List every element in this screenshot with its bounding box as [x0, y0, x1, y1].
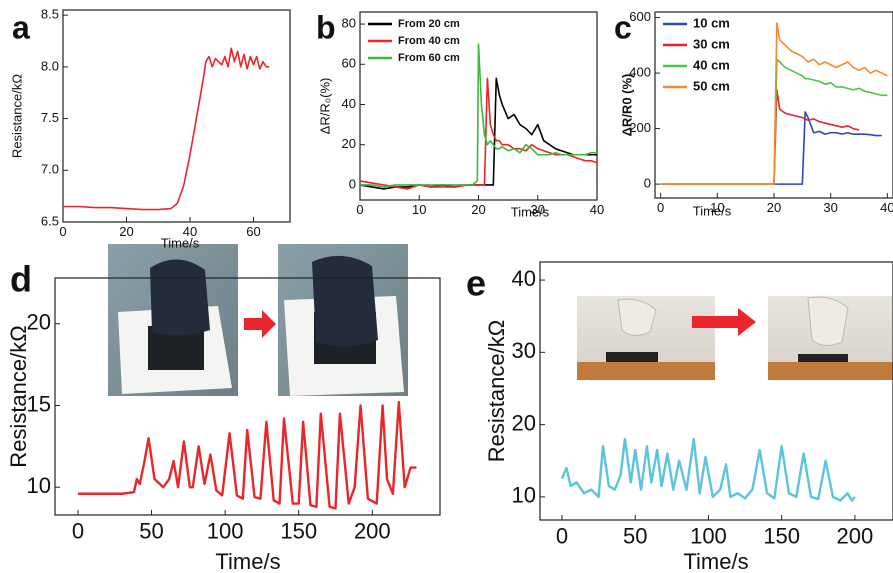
- data-line: [562, 439, 855, 500]
- legend-label: 10 cm: [693, 15, 730, 30]
- x-tick-label: 50: [623, 523, 647, 548]
- y-tick-label: 30: [512, 338, 536, 363]
- plot-frame: [63, 10, 290, 222]
- x-tick-label: 40: [880, 200, 893, 215]
- x-tick-label: 50: [139, 518, 163, 543]
- legend-label: 40 cm: [693, 57, 730, 72]
- x-tick-label: 100: [690, 523, 727, 548]
- data-line: [63, 48, 269, 209]
- x-tick-label: 20: [471, 202, 485, 217]
- y-tick-label: 10: [27, 473, 51, 498]
- photo-d1: [108, 244, 238, 396]
- legend-label: From 20 cm: [398, 18, 460, 30]
- y-tick-label: 8.5: [41, 7, 59, 22]
- data-line: [661, 112, 882, 184]
- data-line: [661, 90, 859, 184]
- photo-d2: [278, 244, 408, 396]
- legend-label: From 40 cm: [398, 35, 460, 47]
- y-tick-label: 80: [342, 16, 356, 31]
- y-tick-label: 7.0: [41, 162, 59, 177]
- arrow: [244, 310, 276, 338]
- x-axis-title: Time/s: [161, 235, 200, 250]
- y-tick-label: 0: [644, 176, 651, 191]
- y-tick-label: 20: [342, 136, 356, 151]
- x-axis-title: Time/s: [511, 204, 550, 219]
- x-axis-title: Time/s: [683, 549, 748, 573]
- legend-label: From 60 cm: [398, 52, 460, 64]
- panel-label: c: [614, 9, 632, 45]
- x-tick-label: 30: [823, 200, 837, 215]
- y-tick-label: 600: [629, 9, 651, 24]
- y-tick-label: 10: [512, 483, 536, 508]
- panel-label: d: [10, 259, 32, 300]
- data-line: [360, 44, 597, 187]
- y-axis-title: Resistance/kΩ: [9, 74, 24, 158]
- x-axis-title: Time/s: [693, 203, 732, 218]
- x-tick-label: 150: [280, 518, 317, 543]
- x-tick-label: 60: [246, 224, 260, 239]
- x-tick-label: 0: [556, 523, 568, 548]
- figure: 0 20 40 60 6.5 7.0 7.5 8.0 8.5 Time/s Resistance/k…: [0, 0, 893, 573]
- panel-label: b: [316, 9, 336, 45]
- data-line: [78, 402, 416, 508]
- y-tick-label: 60: [342, 56, 356, 71]
- x-tick-label: 0: [72, 518, 84, 543]
- x-tick-label: 40: [590, 202, 604, 217]
- x-tick-label: 200: [837, 523, 874, 548]
- panel-label: a: [12, 9, 30, 45]
- y-axis-title: Resistance/kΩ: [484, 320, 509, 462]
- x-tick-label: 0: [356, 202, 363, 217]
- x-tick-label: 20: [119, 224, 133, 239]
- y-tick-label: 0: [349, 176, 356, 191]
- x-tick-label: 150: [763, 523, 800, 548]
- x-tick-label: 200: [354, 518, 391, 543]
- legend-label: 50 cm: [693, 78, 730, 93]
- panel-label: e: [466, 263, 486, 304]
- y-axis-title: ΔR/R₀(%): [317, 78, 332, 135]
- x-tick-label: 0: [59, 224, 66, 239]
- x-tick-label: 0: [657, 200, 664, 215]
- photo-e1: [577, 296, 715, 380]
- y-axis-title: Resistance/kΩ: [6, 325, 31, 467]
- y-tick-label: 40: [512, 266, 536, 291]
- x-tick-label: 10: [412, 202, 426, 217]
- y-tick-label: 40: [342, 96, 356, 111]
- y-tick-label: 8.0: [41, 58, 59, 73]
- x-tick-label: 20: [767, 200, 781, 215]
- x-axis-title: Time/s: [215, 549, 280, 573]
- legend-label: 30 cm: [693, 36, 730, 51]
- y-tick-label: 20: [512, 410, 536, 435]
- x-tick-label: 100: [207, 518, 244, 543]
- y-tick-label: 7.5: [41, 110, 59, 125]
- y-axis-title: ΔR/R0 (%): [619, 74, 634, 137]
- photo-e2: [768, 296, 893, 380]
- y-tick-label: 6.5: [41, 213, 59, 228]
